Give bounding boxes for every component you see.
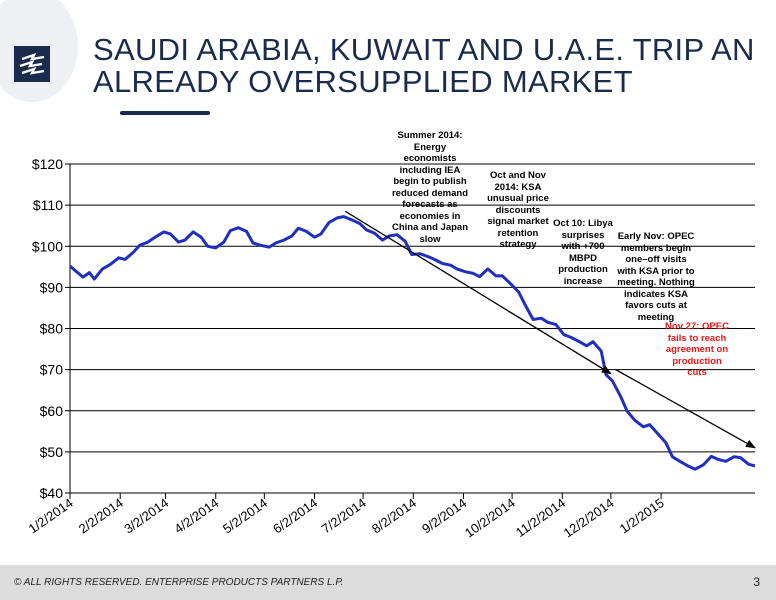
x-tick-label: 12/2/2014 [561,495,617,540]
x-tick-label: 11/2/2014 [513,495,568,540]
x-tick-label: 1/2/2014 [26,495,76,536]
x-tick-label: 6/2/2014 [270,495,320,536]
y-tick-label: $100 [32,238,63,254]
y-tick-label: $110 [33,197,63,213]
trend-arrow [615,369,756,449]
x-tick-label: 7/2/2014 [319,495,369,536]
y-axis: $40 $50 $60 $70 $80 $90 $100 $110 $120 [32,156,71,501]
title-underline [120,111,210,115]
y-tick-label: $120 [32,156,63,172]
logo-icon [19,52,45,75]
page-title: SAUDI ARABIA, KUWAIT AND U.A.E. TRIP AN … [93,32,755,99]
price-series-line [69,215,756,471]
x-tick-label: 2/2/2014 [76,495,126,536]
page-number: 3 [753,575,760,589]
y-tick-label: $50 [40,444,64,460]
annotation-nov-27: Nov 27: OPEC fails to reach agreement on… [665,321,729,378]
x-tick-label: 9/2/2014 [419,495,469,536]
annotation-oct-10: Oct 10: Libya surprises with +700 MBPD p… [553,218,613,287]
y-tick-label: $60 [40,403,64,419]
x-tick-label: 5/2/2014 [220,495,270,536]
y-tick-label: $70 [40,362,64,378]
x-tick-label: 8/2/2014 [369,495,419,536]
oil-price-chart: $40 $50 $60 $70 $80 $90 $100 $110 $120 1/2/2014 2… [26,156,756,541]
annotation-early-nov: Early Nov: OPEC members begin one–off vi… [617,231,695,323]
x-tick-label: 3/2/2014 [121,495,171,536]
trend-arrow [344,210,612,375]
grid-lines [70,163,755,453]
y-tick-label: $80 [40,321,64,337]
footer-bar: © ALL RIGHTS RESERVED. ENTERPRISE PRODUC… [0,565,776,600]
x-tick-label: 4/2/2014 [171,495,221,536]
company-logo [14,46,50,82]
copyright-text: © ALL RIGHTS RESERVED. ENTERPRISE PRODUC… [14,577,344,588]
annotation-oct-nov-2014: Oct and Nov 2014: KSA unusual price disc… [487,170,549,250]
trend-arrows [344,210,756,449]
annotation-summer-2014: Summer 2014: Energy economists including… [391,130,469,245]
x-tick-label: 1/2/2015 [617,495,667,536]
y-tick-label: $90 [40,279,64,295]
x-tick-label: 10/2/2014 [462,495,518,540]
y-tick-label: $40 [40,485,64,501]
